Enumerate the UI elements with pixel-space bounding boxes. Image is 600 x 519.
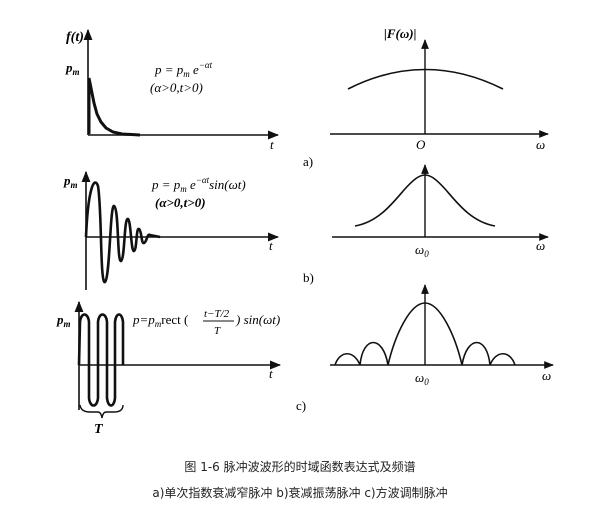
b-peak-label: pm — [63, 173, 78, 190]
c-fraction-numerator: t−T/2 — [204, 308, 230, 320]
b-damped-oscillation — [84, 181, 161, 284]
c-formula-tail: ) sin(ωt) — [235, 312, 280, 327]
b-condition: (α>0,t>0) — [155, 195, 206, 210]
a-peak-label: pm — [65, 60, 80, 77]
panel-b: pm p = pm e−αtsin(ωt) (α>0,t>0) t ω0 ω b… — [63, 164, 549, 290]
panel-c: pm T p=pmrect ( t−T/2 T ) sin(ωt) t ω0 ω… — [56, 284, 554, 437]
a-omega-axis-label: ω — [536, 137, 545, 152]
b-center-label: ω0 — [415, 242, 429, 259]
a-formula: p = pm e−αt — [154, 60, 213, 79]
c-formula: p=pmrect ( — [132, 312, 188, 329]
figure-caption-subtitle: a)单次指数衰减窄脉冲 b)衰减振荡脉冲 c)方波调制脉冲 — [152, 486, 448, 500]
b-omega-axis-label: ω — [536, 238, 545, 253]
a-y-label: f(t) — [66, 30, 84, 45]
c-t-axis-label: t — [269, 366, 273, 381]
a-spectrum-label: |F(ω)| — [384, 26, 416, 41]
c-peak-label: pm — [56, 312, 71, 329]
c-panel-tag: c) — [296, 398, 306, 413]
c-period-bracket — [79, 404, 124, 419]
c-modulated-square-wave — [77, 313, 125, 407]
c-spectrum-side-lobes — [334, 341, 516, 366]
c-fraction-denominator: T — [214, 325, 221, 337]
b-spectrum-curve — [354, 174, 496, 227]
a-condition: (α>0,t>0) — [150, 80, 203, 95]
a-t-axis-label: t — [270, 137, 274, 152]
c-omega-axis-label: ω — [542, 368, 551, 383]
c-center-label: ω0 — [415, 370, 429, 387]
b-panel-tag: b) — [303, 270, 314, 285]
c-period-label: T — [94, 422, 104, 437]
a-decay-pulse — [87, 77, 141, 137]
c-spectrum-main-lobe — [387, 302, 463, 366]
b-formula: p = pm e−αtsin(ωt) — [151, 175, 246, 194]
a-panel-tag: a) — [303, 154, 313, 169]
a-spectrum-curve — [347, 68, 504, 90]
b-t-axis-label: t — [269, 238, 273, 253]
figure-caption-title: 图 1-6 脉冲波波形的时域函数表达式及频谱 — [184, 460, 416, 474]
a-origin-label: O — [416, 137, 426, 152]
panel-a: f(t) pm p = pm e−αt (α>0,t>0) t |F(ω)| O… — [65, 26, 549, 169]
